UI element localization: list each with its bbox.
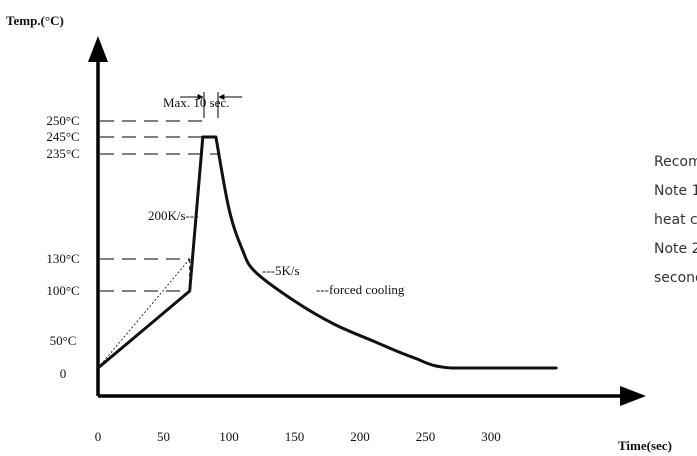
x-axis-arrow-icon: [620, 386, 646, 406]
profile-point: [227, 207, 231, 211]
profile-point: [96, 366, 100, 370]
profile-point: [371, 339, 375, 343]
max-time-annotation: Max. 10 sec.: [163, 95, 229, 110]
profile-point: [201, 135, 204, 139]
profile-point: [293, 299, 296, 303]
side-note-line: Note 1:: [654, 183, 697, 199]
y-axis-label: Temp.(°C): [6, 13, 64, 28]
y-tick-label: 0: [60, 366, 67, 381]
side-note-line: seconds: [654, 270, 697, 286]
side-note-line: heat cap: [654, 212, 697, 228]
profile-point: [240, 247, 244, 251]
forced-cooling-annotation: ---forced cooling: [316, 282, 405, 297]
guide-ramp-line: [97, 258, 191, 369]
x-tick-label: 0: [95, 429, 102, 444]
plot-area: [96, 135, 558, 370]
y-tick-label: 250°C: [46, 113, 79, 128]
x-tick-label: 250: [416, 429, 436, 444]
x-axis-label: Time(sec): [618, 438, 672, 453]
x-tick-label: 100: [219, 429, 239, 444]
side-note-line: Note 2:: [654, 241, 697, 257]
profile-point: [411, 356, 414, 359]
x-tick-label: 200: [350, 429, 370, 444]
x-tick-labels: 0 50 100 150 200 250 300: [95, 429, 501, 444]
profile-point: [188, 289, 191, 293]
profile-point: [555, 366, 558, 370]
x-tick-label: 150: [285, 429, 305, 444]
profile-point: [332, 322, 335, 326]
profile-series-line: [97, 135, 557, 370]
y-tick-label: 235°C: [46, 146, 79, 161]
y-tick-label: 245°C: [46, 129, 79, 144]
profile-point: [214, 135, 218, 139]
profile-point: [254, 270, 257, 273]
x-tick-label: 50: [157, 429, 170, 444]
side-note-text: Recommended Note 1: heat cap Note 2: sec…: [654, 148, 697, 293]
side-note-line: Recommended: [654, 154, 697, 170]
x-tick-label: 300: [481, 429, 501, 444]
profile-point: [450, 366, 453, 370]
ramp-rate-annotation: 200K/s---: [148, 208, 199, 223]
y-axis-arrow-icon: [88, 36, 108, 62]
y-tick-label: 50°C: [50, 333, 77, 348]
cooling-rate-annotation: ---5K/s: [262, 263, 300, 278]
y-tick-label: 130°C: [46, 251, 79, 266]
y-tick-label: 100°C: [46, 283, 79, 298]
